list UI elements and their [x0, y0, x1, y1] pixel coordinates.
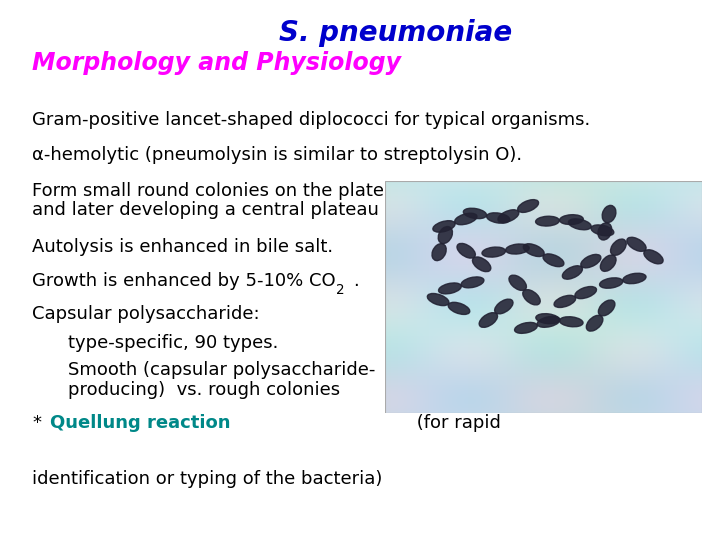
Ellipse shape [536, 314, 559, 323]
Ellipse shape [438, 283, 462, 294]
Ellipse shape [600, 278, 623, 288]
Ellipse shape [448, 302, 469, 314]
Ellipse shape [487, 213, 510, 223]
Ellipse shape [464, 208, 487, 219]
Text: Autolysis is enhanced in bile salt.: Autolysis is enhanced in bile salt. [32, 238, 333, 255]
Ellipse shape [554, 295, 576, 307]
Text: Growth is enhanced by 5-10% CO: Growth is enhanced by 5-10% CO [32, 272, 336, 289]
Ellipse shape [627, 237, 646, 252]
Ellipse shape [454, 213, 477, 225]
Ellipse shape [600, 255, 616, 272]
Text: Smooth (capsular polysaccharide-: Smooth (capsular polysaccharide- [68, 361, 376, 379]
Text: identification or typing of the bacteria): identification or typing of the bacteria… [32, 470, 383, 488]
Ellipse shape [482, 247, 505, 257]
Ellipse shape [432, 244, 446, 261]
Ellipse shape [495, 299, 513, 314]
Ellipse shape [562, 266, 582, 279]
Text: Capsular polysaccharide:: Capsular polysaccharide: [32, 305, 260, 323]
Ellipse shape [536, 216, 559, 226]
Text: Gram-positive lancet-shaped diplococci for typical organisms.: Gram-positive lancet-shaped diplococci f… [32, 111, 590, 129]
Text: Form small round colonies on the plate, at first dome-shaped: Form small round colonies on the plate, … [32, 182, 584, 200]
Ellipse shape [428, 293, 449, 306]
Text: .: . [354, 272, 359, 289]
Ellipse shape [480, 313, 498, 327]
Ellipse shape [498, 210, 519, 222]
Ellipse shape [568, 219, 591, 230]
Ellipse shape [591, 225, 614, 236]
Ellipse shape [543, 254, 564, 267]
Text: and later developing a central plateau with an elevated rim.: and later developing a central plateau w… [32, 201, 577, 219]
Ellipse shape [537, 316, 560, 327]
Ellipse shape [505, 244, 529, 254]
Ellipse shape [586, 315, 603, 331]
Ellipse shape [581, 254, 601, 268]
Ellipse shape [523, 289, 540, 305]
Text: Quellung reaction: Quellung reaction [50, 414, 231, 432]
Text: α-hemolytic (pneumolysin is similar to streptolysin O).: α-hemolytic (pneumolysin is similar to s… [32, 146, 523, 164]
Ellipse shape [559, 317, 583, 327]
Text: (for rapid: (for rapid [411, 414, 501, 432]
Ellipse shape [509, 275, 526, 291]
Text: S. pneumoniae: S. pneumoniae [279, 19, 513, 47]
Text: Morphology and Physiology: Morphology and Physiology [32, 51, 402, 75]
Ellipse shape [461, 277, 484, 288]
Ellipse shape [472, 257, 491, 272]
Ellipse shape [623, 273, 646, 284]
Ellipse shape [457, 244, 475, 258]
Text: 2: 2 [336, 284, 345, 298]
Ellipse shape [523, 244, 544, 256]
Ellipse shape [598, 300, 615, 316]
Ellipse shape [559, 215, 583, 225]
Ellipse shape [575, 287, 596, 299]
Ellipse shape [433, 221, 455, 232]
Text: *: * [32, 414, 42, 432]
Ellipse shape [644, 249, 663, 264]
Ellipse shape [515, 322, 537, 333]
Text: producing)  vs. rough colonies: producing) vs. rough colonies [68, 381, 341, 399]
Ellipse shape [518, 200, 539, 212]
Ellipse shape [438, 227, 452, 244]
Ellipse shape [602, 205, 616, 222]
Ellipse shape [611, 239, 626, 255]
Ellipse shape [598, 223, 612, 240]
Text: type-specific, 90 types.: type-specific, 90 types. [68, 334, 279, 352]
